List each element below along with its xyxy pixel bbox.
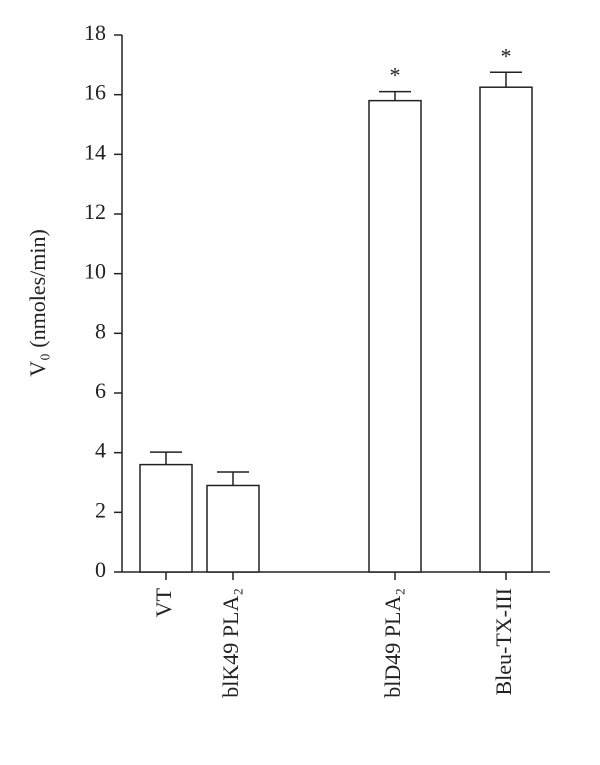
y-tick-label: 6 xyxy=(95,378,106,403)
x-tick-label: blD49 PLA₂ xyxy=(380,588,405,698)
x-tick-label: blK49 PLA₂ xyxy=(218,588,243,698)
y-tick-label: 8 xyxy=(95,318,106,343)
bar xyxy=(139,463,193,573)
bar xyxy=(479,86,533,573)
y-tick-label: 14 xyxy=(84,139,106,164)
x-tick-label: VT xyxy=(151,587,176,617)
annotation: * xyxy=(501,43,512,68)
y-tick-label: 18 xyxy=(84,20,106,45)
error-bar xyxy=(217,471,249,486)
y-tick-label: 10 xyxy=(84,259,106,284)
y-tick-label: 4 xyxy=(95,438,106,463)
x-tick-label: Bleu-TX-III xyxy=(491,588,516,696)
y-tick-label: 16 xyxy=(84,80,106,105)
annotation: * xyxy=(390,63,401,88)
error-bar xyxy=(490,71,522,88)
y-tick-label: 2 xyxy=(95,497,106,522)
error-bar xyxy=(150,451,182,465)
bar xyxy=(368,99,422,573)
error-bar xyxy=(379,90,411,101)
y-tick-label: 12 xyxy=(84,199,106,224)
y-tick-label: 0 xyxy=(95,557,106,582)
y-axis-label: V₀ (nmoles/min) xyxy=(25,229,50,377)
bar xyxy=(206,484,260,573)
